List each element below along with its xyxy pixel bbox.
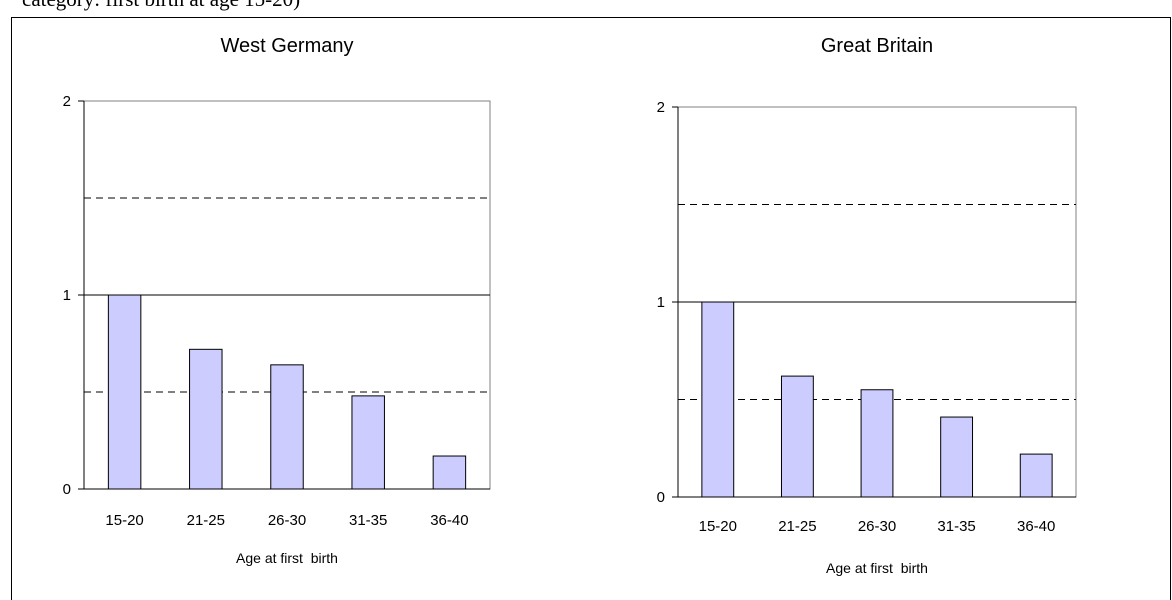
chart2-x-tick-label-2: 26-30 [858, 518, 896, 535]
chart2-bar-21-25 [780, 375, 814, 498]
chart1-bar-21-25 [189, 348, 223, 490]
chart2-y-tick-label-2: 2 [657, 99, 665, 116]
chart2-y-tick-label-0: 0 [657, 489, 665, 506]
chart2-x-axis-label: Age at first birth [826, 560, 928, 576]
chart1-bar-36-40 [432, 455, 467, 490]
chart2-x-tick-label-4: 36-40 [1017, 518, 1055, 535]
figure-caption: category: first birth at age 15-20) [22, 0, 300, 12]
chart2-title: Great Britain [821, 35, 933, 57]
chart2-bar-26-30 [860, 389, 894, 498]
chart2-x-tick-label-0: 15-20 [699, 518, 737, 535]
chart2-x-tick-label-1: 21-25 [778, 518, 816, 535]
chart1-y-tick-label-0: 0 [63, 481, 71, 498]
chart2-x-tick-label-3: 31-35 [937, 518, 975, 535]
chart2-bar-15-20 [701, 301, 735, 498]
chart1-x-tick-label-3: 31-35 [349, 512, 387, 529]
chart1-x-tick-label-1: 21-25 [187, 512, 225, 529]
chart1-y-tick-label-1: 1 [63, 287, 71, 304]
chart1-bar-31-35 [351, 395, 385, 490]
figure-frame [11, 17, 1171, 600]
chart1-bar-26-30 [270, 364, 304, 490]
chart2-y-tick-label-1: 1 [657, 294, 665, 311]
chart1-bar-15-20 [107, 294, 142, 490]
chart1-x-tick-label-0: 15-20 [105, 512, 143, 529]
chart1-y-tick-label-2: 2 [63, 93, 71, 110]
chart1-x-axis-label: Age at first birth [236, 550, 338, 566]
chart1-x-tick-label-4: 36-40 [430, 512, 468, 529]
chart1-x-tick-label-2: 26-30 [268, 512, 306, 529]
chart1-title: West Germany [221, 35, 354, 57]
chart2-bar-31-35 [940, 416, 974, 498]
chart2-bar-36-40 [1019, 453, 1053, 498]
